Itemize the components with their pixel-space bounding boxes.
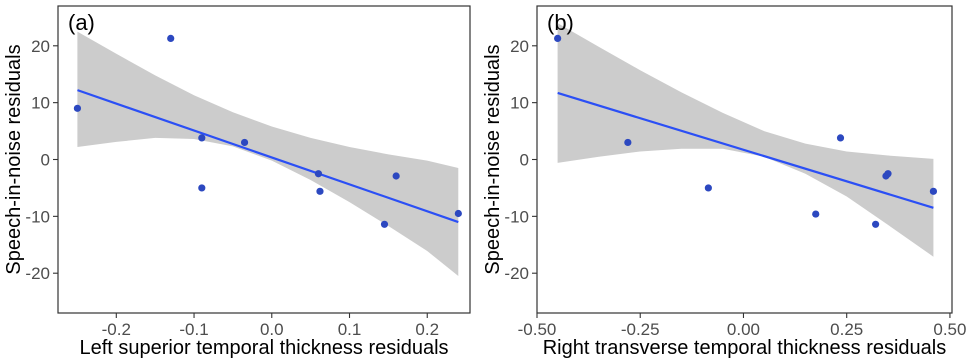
panel-a-x-tick-label: -0.1 [179,320,208,339]
panel-b-data-point [872,220,880,228]
panel-a-x-tick-label: 0.2 [415,320,439,339]
panel-a-data-point [73,104,82,112]
panel-b-y-axis-title: Speech-in-noise residuals [482,44,504,274]
panel-a-x-axis-title: Left superior temporal thickness residua… [79,337,448,359]
panel-a-x-tick-label: -0.2 [102,320,131,339]
panel-b-x-tick-label: -0.25 [621,320,660,339]
panel-b-label: (b) [547,10,574,35]
panel-b-confidence-band [557,23,934,257]
panel-b-data-point [812,210,820,218]
panel-a-label: (a) [68,10,95,35]
panel-a-data-point [198,134,206,142]
panel-a-y-axis-title: Speech-in-noise residuals [3,44,25,274]
panel-a: -0.2 -0.1 0.0 0.1 0.2 20 10 0 -10 -20 (a) Left s… [3,5,471,359]
panel-b-regression-line [557,91,934,209]
panel-a-y-tick-label: 0 [41,151,50,170]
panel-b-x-tick-label: -0.50 [518,320,557,339]
panel-b-data-point [554,34,562,43]
panel-a-data-point [316,187,324,195]
panel-b-data-point [624,138,632,147]
panel-b-data-point [704,184,712,192]
panel-a-data-point [314,170,323,178]
panel-a-confidence-band [77,31,459,276]
panel-b-data-point [929,187,938,195]
panel-a-y-tick-label: 20 [31,37,50,56]
panel-a-data-point [454,209,462,218]
panel-b: -0.50 -0.25 0.00 0.25 0.50 20 10 0 -10 -20 (b) R… [482,5,966,359]
panel-b-x-tick-label: 0.00 [727,320,760,339]
panel-a-y-tick-label: -10 [25,207,50,226]
panel-a-data-point [392,172,400,180]
panel-a-regression-line [77,89,459,224]
panel-b-y-tick-label: -10 [504,207,529,226]
panel-a-data-point [167,34,175,43]
panel-b-x-tick-label: 0.50 [933,320,966,339]
panel-a-x-tick-label: 0.1 [338,320,362,339]
panel-a-x-tick-label: 0.0 [260,320,284,339]
panel-b-y-tick-label: 10 [510,94,529,113]
panel-a-data-point [240,138,249,147]
panel-b-y-tick-label: -20 [504,264,529,283]
panel-b-x-tick-label: 0.25 [830,320,863,339]
panel-b-data-point [884,170,892,178]
panel-a-data-point [380,220,389,228]
panel-b-data-point [836,134,845,142]
panel-a-y-tick-label: 10 [31,94,50,113]
panel-b-y-tick-label: 0 [520,151,529,170]
panel-b-x-axis-title: Right transverse temporal thickness resi… [543,337,947,359]
panel-a-y-tick-label: -20 [25,264,50,283]
panel-a-data-point [198,184,206,192]
panel-b-y-tick-label: 20 [510,37,529,56]
